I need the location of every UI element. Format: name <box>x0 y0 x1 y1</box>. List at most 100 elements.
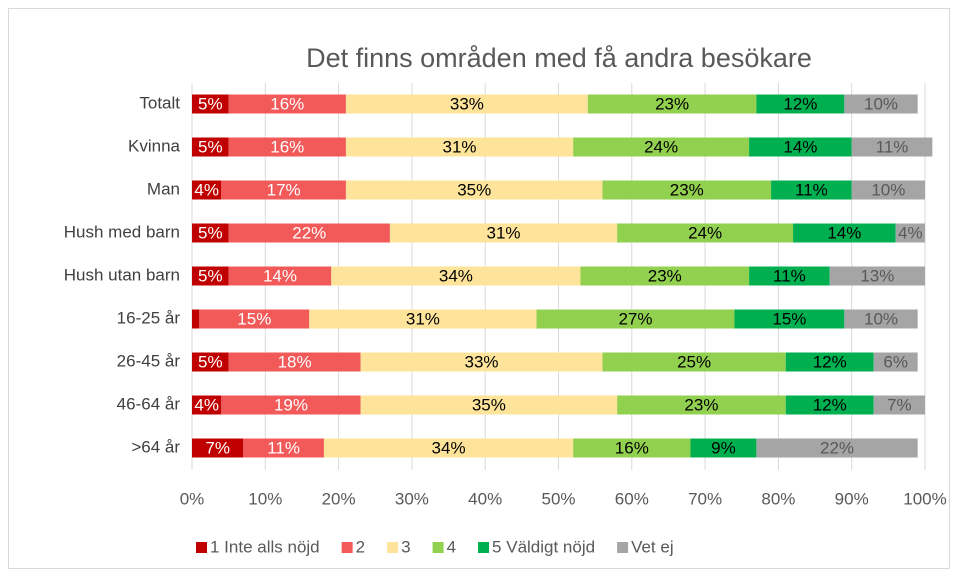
bar-segment <box>389 223 618 243</box>
bar-segment <box>844 94 918 114</box>
legend-swatch <box>341 542 353 553</box>
bar-segment <box>749 266 830 286</box>
data-label: 33% <box>465 352 499 371</box>
y-tick-label: 16-25 år <box>117 308 181 327</box>
data-label: 35% <box>457 180 491 199</box>
data-label: 16% <box>270 137 304 156</box>
bar-segment <box>749 137 852 157</box>
data-label: 14% <box>827 223 861 242</box>
bar-segment <box>873 395 925 415</box>
bar-segment <box>360 395 618 415</box>
bar-segment <box>829 266 925 286</box>
data-label: 33% <box>450 94 484 113</box>
data-label: 12% <box>783 94 817 113</box>
x-tick-label: 10% <box>248 489 282 508</box>
bar-segment <box>199 309 310 329</box>
data-label: 34% <box>432 438 466 457</box>
y-tick-label: Man <box>147 179 180 198</box>
y-tick-label: 46-64 år <box>117 394 181 413</box>
data-label: 31% <box>443 137 477 156</box>
legend-label: 5 Väldigt nöjd <box>492 537 595 556</box>
legend-swatch <box>432 542 444 553</box>
legend-label: 4 <box>447 537 456 556</box>
data-label: 4% <box>194 395 219 414</box>
legend-swatch <box>196 542 207 553</box>
bar-segment <box>323 438 574 458</box>
data-label: 27% <box>618 309 652 328</box>
data-label: 11% <box>773 266 806 285</box>
bar-segment <box>573 137 750 157</box>
x-tick-label: 80% <box>761 489 795 508</box>
legend-label: Vet ej <box>631 537 674 556</box>
bar-segment <box>873 352 918 372</box>
data-label: 12% <box>813 352 847 371</box>
bar-segment <box>309 309 537 329</box>
legend-label: 2 <box>356 537 365 556</box>
bar-segment <box>602 180 772 200</box>
y-tick-label: Hush med barn <box>64 222 180 241</box>
y-tick-label: Kvinna <box>128 136 181 155</box>
data-label: 23% <box>648 266 682 285</box>
x-tick-label: 100% <box>903 489 946 508</box>
data-label: 23% <box>670 180 704 199</box>
data-label: 11% <box>876 137 909 156</box>
data-label: 24% <box>644 137 678 156</box>
bar-segment <box>734 309 845 329</box>
bar-segment <box>851 180 925 200</box>
data-label: 9% <box>711 438 736 457</box>
bar-segment <box>895 223 925 243</box>
bar-segment <box>602 352 786 372</box>
x-tick-label: 40% <box>468 489 502 508</box>
data-label: 4% <box>194 180 219 199</box>
bar-segment <box>192 352 229 372</box>
data-label: 11% <box>795 180 828 199</box>
bar-segment <box>228 266 332 286</box>
bar-segment <box>756 438 918 458</box>
bar-segment <box>580 266 750 286</box>
bar-segment <box>617 223 794 243</box>
x-tick-label: 60% <box>615 489 649 508</box>
data-label: 11% <box>267 438 300 457</box>
bar-segment <box>221 180 346 200</box>
data-label: 16% <box>270 94 304 113</box>
bar-segment <box>228 352 361 372</box>
data-label: 7% <box>887 395 912 414</box>
bar-segment <box>228 137 346 157</box>
x-tick-label: 70% <box>688 489 722 508</box>
bar-segment <box>785 395 874 415</box>
data-label: 16% <box>615 438 649 457</box>
data-label: 35% <box>472 395 506 414</box>
data-label: 15% <box>772 309 806 328</box>
x-tick-label: 0% <box>180 489 205 508</box>
data-label: 31% <box>487 223 521 242</box>
legend-swatch <box>387 542 399 553</box>
data-label: 5% <box>198 223 223 242</box>
data-label: 34% <box>439 266 473 285</box>
data-label: 31% <box>406 309 440 328</box>
data-label: 14% <box>783 137 817 156</box>
bar-segment <box>331 266 581 286</box>
bar-segment <box>192 223 229 243</box>
data-label: 5% <box>198 352 223 371</box>
data-label: 14% <box>263 266 297 285</box>
y-tick-label: 26-45 år <box>117 351 181 370</box>
data-label: 10% <box>871 180 905 199</box>
legend-label: 1 Inte alls nöjd <box>210 537 320 556</box>
y-tick-label: Totalt <box>139 93 180 112</box>
x-tick-label: 90% <box>835 489 869 508</box>
legend-swatch <box>478 542 490 553</box>
data-label: 17% <box>267 180 301 199</box>
bar-segment <box>192 180 222 200</box>
bar-segment <box>192 309 200 329</box>
legend-swatch <box>617 542 629 553</box>
bar-segment <box>192 94 229 114</box>
bar-segment <box>192 395 222 415</box>
bar-segment <box>617 395 786 415</box>
data-label: 7% <box>205 438 230 457</box>
data-label: 18% <box>278 352 312 371</box>
bar-segment <box>192 137 229 157</box>
x-tick-label: 50% <box>541 489 575 508</box>
chart-title: Det finns områden med få andra besökare <box>306 43 812 73</box>
bar-segment <box>573 438 691 458</box>
